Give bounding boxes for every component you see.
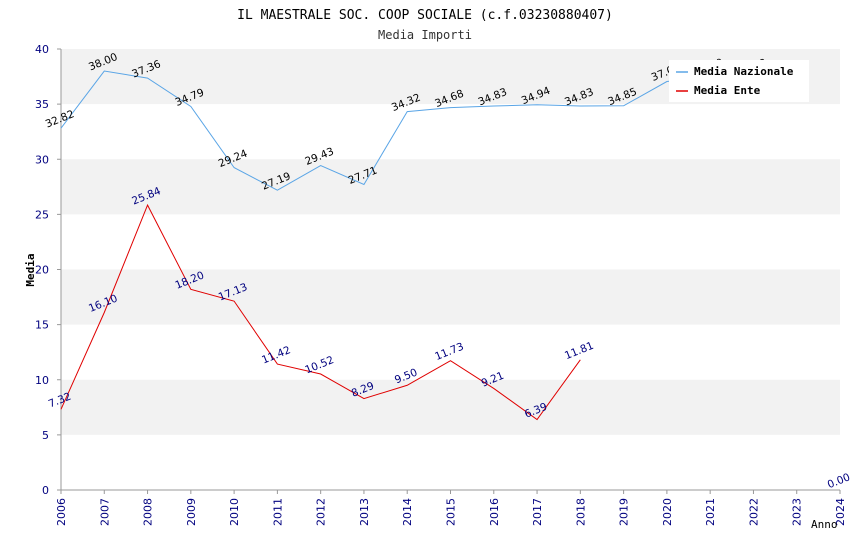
y-tick-label: 15: [35, 319, 49, 332]
x-tick-label: 2013: [358, 498, 371, 526]
x-tick-label: 2012: [315, 498, 328, 526]
x-axis-ticks: 2006 2007 2008 2009 2010 2011 2012 2013 2014 2015…: [55, 490, 847, 526]
legend: Media Nazionale Media Ente: [669, 60, 809, 102]
y-tick-label: 5: [42, 429, 49, 442]
data-label-media-ente: 0.00: [826, 471, 850, 491]
y-tick-label: 40: [35, 43, 49, 56]
x-tick-label: 2007: [98, 498, 111, 526]
y-tick-label: 35: [35, 98, 49, 111]
x-tick-label: 2017: [531, 498, 544, 526]
series-line-media-nazionale: [60, 70, 754, 191]
series-line-media-ente: [60, 203, 581, 421]
background-bands: [61, 49, 840, 435]
legend-label-media-ente: Media Ente: [694, 84, 761, 97]
y-tick-label: 25: [35, 208, 49, 221]
y-tick-label: 10: [35, 374, 49, 387]
x-tick-label: 2022: [747, 498, 760, 526]
x-tick-label: 2021: [704, 498, 717, 526]
x-tick-label: 2016: [488, 498, 501, 526]
x-tick-label: 2019: [618, 498, 631, 526]
x-tick-label: 2011: [271, 498, 284, 526]
grid-band: [61, 159, 840, 215]
x-tick-label: 2009: [185, 498, 198, 526]
x-tick-label: 2010: [228, 498, 241, 526]
y-tick-label: 20: [35, 264, 49, 277]
x-tick-label: 2024: [834, 498, 847, 526]
grid-band: [61, 379, 840, 435]
data-label-media-nazionale: 32.82: [44, 108, 76, 130]
y-axis-label: Media: [24, 253, 37, 286]
x-axis-label: Anno: [811, 518, 838, 531]
x-tick-label: 2020: [661, 498, 674, 526]
chart-title: IL MAESTRALE SOC. COOP SOCIALE (c.f.0323…: [237, 8, 613, 23]
chart-subtitle: Media Importi: [378, 28, 472, 42]
grid-band: [61, 269, 840, 325]
data-label-media-ente: 11.73: [433, 341, 465, 363]
x-tick-label: 2008: [142, 498, 155, 526]
y-axis-ticks: 0 5 10 15 20 25 30 35 40: [35, 43, 61, 497]
legend-box: [669, 60, 809, 102]
y-tick-label: 0: [42, 484, 49, 497]
y-tick-label: 30: [35, 153, 49, 166]
x-tick-label: 2014: [401, 498, 414, 526]
x-tick-label: 2023: [791, 498, 804, 526]
x-tick-label: 2006: [55, 498, 68, 526]
x-tick-label: 2015: [445, 498, 458, 526]
data-label-media-ente: 11.81: [563, 340, 595, 362]
x-tick-label: 2018: [574, 498, 587, 526]
data-label-media-ente: 10.52: [303, 354, 335, 376]
legend-label-media-nazionale: Media Nazionale: [694, 65, 794, 78]
series-lines: [60, 70, 754, 421]
